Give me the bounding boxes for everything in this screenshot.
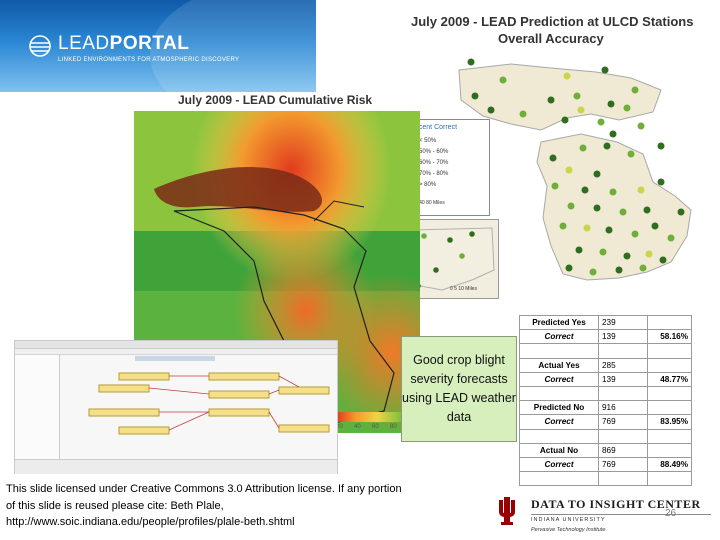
row-percent (647, 385, 692, 402)
table-row: Correct 139 48.77% (519, 371, 692, 387)
row-label (519, 428, 599, 444)
row-count: 769 (598, 414, 648, 430)
row-percent (647, 357, 692, 373)
prediction-results-table: Predicted Yes 239 Correct 139 58.16% Actual Y… (519, 314, 692, 495)
footer-divider (531, 514, 711, 515)
row-percent: 58.16% (647, 329, 692, 345)
workflow-component-panel (15, 355, 60, 459)
table-row: Actual Yes 285 (519, 357, 692, 373)
risk-scale-label: 20 (336, 424, 343, 430)
station-dots (467, 58, 685, 276)
row-count (598, 471, 648, 487)
row-label: Correct (519, 456, 599, 473)
risk-map-title: July 2009 - LEAD Cumulative Risk (178, 93, 373, 107)
workflow-tab (135, 356, 215, 361)
row-label: Correct (519, 329, 599, 345)
row-percent: 83.95% (647, 414, 692, 430)
license-line: of this slide is reused please cite: Bet… (6, 499, 224, 512)
row-count: 285 (598, 357, 648, 373)
row-label: Correct (519, 371, 599, 387)
table-row (519, 428, 692, 444)
accuracy-map-title: July 2009 - LEAD Prediction at ULCD Stat… (411, 14, 694, 29)
row-count: 139 (598, 371, 648, 387)
table-row: Predicted No 916 (519, 400, 692, 416)
row-percent: 48.77% (647, 371, 692, 387)
row-count: 139 (598, 329, 648, 345)
accuracy-map-subtitle: Overall Accuracy (498, 31, 604, 46)
row-count (598, 428, 648, 444)
inset-scale: 0 5 10 Miles (450, 286, 477, 292)
row-label (519, 343, 599, 359)
slide-page-number: 26 (665, 508, 677, 519)
license-notice: This slide licensed under Creative Commo… (6, 481, 486, 531)
row-label: Correct (519, 414, 599, 430)
row-label: Actual Yes (519, 357, 599, 373)
lead-portal-tagline: LINKED ENVIRONMENTS FOR ATMOSPHERIC DISC… (58, 57, 240, 63)
row-label (519, 385, 599, 402)
row-label (519, 471, 599, 487)
callout-text: Good crop blight severity forecasts usin… (402, 353, 516, 424)
lead-portal-logo: LEADPORTAL (58, 33, 190, 54)
pervasive-technology-label: Pervasive Technology Institute (531, 527, 606, 533)
lead-globe-icon (29, 35, 51, 57)
data-to-insight-center-logo: DATA TO INSIGHT CENTER (531, 497, 701, 511)
workflow-toolbar (15, 349, 337, 355)
row-percent (647, 400, 692, 416)
table-row: Correct 139 58.16% (519, 329, 692, 345)
row-count: 769 (598, 456, 648, 473)
row-label: Actual No (519, 442, 599, 458)
risk-scale-label: 40 (354, 424, 361, 430)
lead-portal-banner: LEADPORTAL LINKED ENVIRONMENTS FOR ATMOS… (0, 0, 316, 92)
legend-title: Percent Correct (408, 124, 458, 131)
row-percent (647, 428, 692, 444)
risk-scale-label: 80 (390, 424, 397, 430)
table-row: Correct 769 83.95% (519, 414, 692, 430)
risk-scale-bar (334, 412, 420, 422)
row-count (598, 385, 648, 402)
license-line: This slide licensed under Creative Commo… (6, 483, 402, 495)
row-percent (647, 314, 692, 331)
table-row: Actual No 869 (519, 442, 692, 458)
row-count: 239 (598, 314, 648, 331)
row-percent (647, 343, 692, 359)
crop-blight-callout: Good crop blight severity forecasts usin… (401, 336, 517, 442)
row-percent (647, 442, 692, 458)
row-percent: 88.49% (647, 456, 692, 473)
table-row: Predicted Yes 239 (519, 314, 692, 331)
workflow-status-panel (15, 459, 337, 474)
workflow-composer-screenshot (14, 340, 338, 474)
row-count: 916 (598, 400, 648, 416)
row-count (598, 343, 648, 359)
workflow-graph (88, 372, 330, 435)
row-label: Predicted Yes (519, 314, 599, 331)
license-url: http://www.soic.indiana.edu/people/profi… (6, 516, 295, 528)
row-count: 869 (598, 442, 648, 458)
row-label: Predicted No (519, 400, 599, 416)
risk-scale-label: 60 (372, 424, 379, 430)
banner-wave (150, 0, 316, 92)
table-row (519, 471, 692, 487)
workflow-menubar (15, 341, 337, 349)
table-row (519, 385, 692, 402)
table-row: Correct 769 88.49% (519, 456, 692, 473)
iu-trident-icon (499, 497, 515, 525)
legend-scale: 0 20 40 80 Miles (408, 200, 445, 206)
row-percent (647, 471, 692, 487)
indiana-university-label: INDIANA UNIVERSITY (531, 517, 606, 523)
table-row (519, 343, 692, 359)
